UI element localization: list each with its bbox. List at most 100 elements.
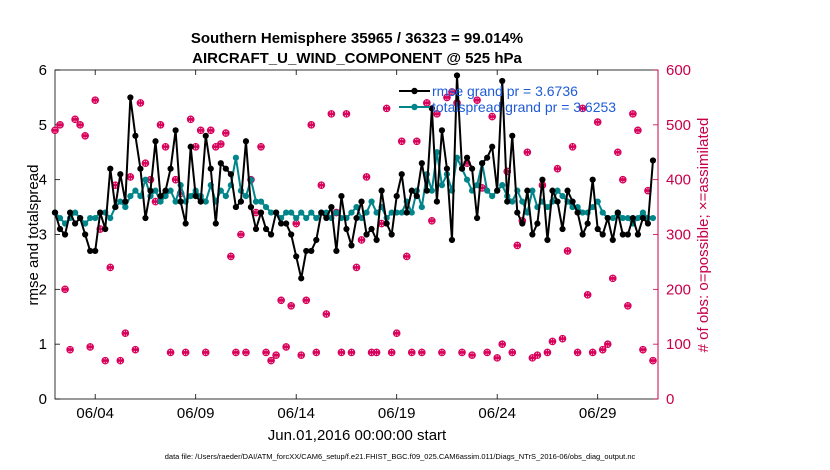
rmse-point [318, 209, 325, 216]
rmse-point [227, 171, 234, 178]
rmse-point [629, 214, 636, 222]
rmse-point [87, 247, 94, 255]
totalspread-point [127, 193, 134, 200]
rmse-point [468, 165, 476, 172]
obs-assimilated-marker [428, 217, 436, 225]
rmse-point [489, 143, 496, 150]
rmse-point [614, 209, 621, 216]
totalspread-point [579, 209, 586, 216]
rmse-point [474, 214, 481, 222]
obs-assimilated-marker [614, 148, 622, 156]
rmse-point [267, 231, 275, 238]
totalspread-point [363, 209, 370, 216]
totalspread-point [544, 203, 551, 211]
obs-assimilated-marker [307, 121, 315, 129]
x-tick-label: 06/24 [478, 405, 516, 422]
totalspread-point [348, 209, 355, 216]
totalspread-point [388, 209, 395, 216]
rmse-point [539, 176, 546, 183]
rmse-point [252, 225, 260, 233]
rmse-point [56, 225, 64, 233]
rmse-point [514, 209, 521, 216]
obs-assimilated-marker [609, 274, 617, 282]
totalspread-point [589, 203, 596, 211]
rmse-point [293, 253, 300, 260]
data-file-footnote: data file: /Users/raeder/DAI/ATM_forcXX/… [165, 452, 636, 461]
rmse-point [92, 247, 99, 255]
rmse-point [247, 203, 255, 211]
x-tick-label: 06/14 [277, 405, 315, 422]
rmse-point [142, 214, 149, 222]
obs-assimilated-marker [634, 126, 642, 134]
obs-assimilated-marker [649, 357, 657, 365]
obs-assimilated-marker [383, 104, 391, 112]
rmse-point [398, 171, 405, 178]
rmse-point [192, 193, 199, 200]
obs-assimilated-marker [488, 113, 496, 121]
obs-assimilated-marker [388, 348, 396, 356]
totalspread-point [56, 214, 64, 222]
obs-assimilated-marker [106, 263, 114, 271]
legend: rmse grand pr = 3.6736 totalspread grand… [399, 83, 616, 115]
totalspread-point [519, 198, 526, 205]
rmse-point [363, 231, 370, 238]
totalspread-point [559, 193, 566, 200]
totalspread-point [408, 209, 415, 216]
totalspread-point [137, 193, 144, 200]
rmse-point [82, 231, 89, 238]
y-left-tick-label: 1 [39, 336, 47, 353]
obs-assimilated-marker [498, 340, 506, 348]
chart-title-line2: AIRCRAFT_U_WIND_COMPONENT @ 525 hPa [192, 50, 522, 67]
rmse-point [373, 236, 380, 244]
obs-assimilated-marker [584, 291, 592, 299]
legend-rmse-label: rmse grand pr = 3.6736 [432, 83, 578, 99]
totalspread-point [463, 176, 471, 183]
rmse-point [458, 165, 466, 172]
rmse-point [51, 209, 59, 216]
rmse-point [167, 165, 174, 172]
obs-assimilated-marker [222, 129, 230, 137]
rmse-point [564, 187, 571, 194]
rmse-point [574, 209, 581, 216]
plot-area [54, 69, 659, 400]
rmse-point [479, 160, 486, 167]
rmse-point [328, 203, 335, 211]
totalspread-point [222, 193, 229, 200]
legend-spread-marker [411, 103, 418, 111]
obs-assimilated-marker [352, 263, 361, 271]
obs-assimilated-marker [172, 176, 180, 184]
totalspread-point [313, 214, 320, 222]
totalspread-point [428, 187, 435, 194]
obs-assimilated-marker [81, 132, 89, 140]
rmse-point [348, 242, 355, 249]
rmse-point [423, 187, 430, 194]
obs-assimilated-marker [373, 348, 381, 356]
rmse-point [524, 187, 531, 194]
obs-assimilated-marker [161, 143, 170, 151]
rmse-point [519, 220, 526, 227]
totalspread-point [634, 214, 642, 222]
obs-assimilated-marker [141, 159, 150, 167]
y-right-tick-label: 500 [666, 117, 691, 134]
obs-assimilated-marker [604, 340, 612, 348]
rmse-point [388, 231, 395, 238]
rmse-point [217, 160, 224, 167]
series-layer [51, 72, 657, 282]
obs-assimilated-marker [589, 348, 597, 356]
rmse-point [358, 198, 365, 205]
totalspread-point [283, 209, 290, 216]
y-axis-right-label: # of obs: o=possible; ×=assimilated [695, 118, 712, 353]
obs-assimilated-marker [624, 302, 632, 310]
rmse-point [408, 187, 415, 194]
rmse-point [147, 187, 154, 194]
obs-assimilated-marker [232, 348, 240, 356]
chart-title-line1: Southern Hemisphere 35965 / 36323 = 99.0… [191, 30, 523, 47]
totalspread-point [624, 214, 631, 222]
rmse-point [137, 165, 144, 172]
totalspread-point [308, 209, 315, 216]
rmse-point [453, 72, 461, 79]
obs-assimilated-marker [619, 176, 627, 184]
totalspread-point [599, 209, 606, 216]
rmse-point [117, 171, 124, 178]
rmse-point [298, 275, 305, 282]
